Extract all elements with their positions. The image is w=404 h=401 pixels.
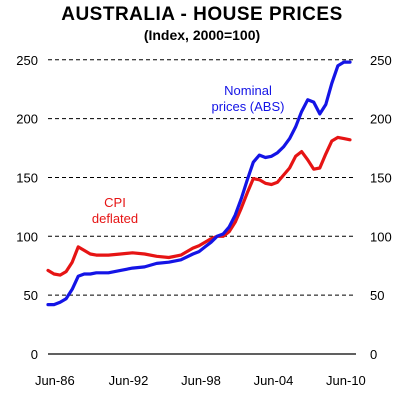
series-line-cpi-deflated bbox=[46, 135, 352, 277]
y-axis-left: 0 50 100 150 200 250 bbox=[16, 53, 38, 362]
grid-lines bbox=[48, 59, 356, 296]
y-tick-label: 150 bbox=[16, 170, 38, 185]
x-tick-label: Jun-04 bbox=[254, 373, 294, 388]
chart-subtitle: (Index, 2000=100) bbox=[143, 27, 261, 43]
y-tick-label: 0 bbox=[370, 347, 377, 362]
series-lines bbox=[46, 60, 352, 307]
y-tick-label: 200 bbox=[370, 112, 392, 127]
y-tick-label: 100 bbox=[16, 229, 38, 244]
chart-title: AUSTRALIA - HOUSE PRICES bbox=[61, 4, 343, 25]
y-axis-right: 0 50 100 150 200 250 bbox=[370, 53, 392, 362]
annotation-cpi-deflated: CPI bbox=[104, 195, 126, 210]
x-tick-label: Jun-98 bbox=[181, 373, 221, 388]
series-line-nominal bbox=[46, 60, 352, 307]
y-tick-label: 50 bbox=[24, 288, 38, 303]
annotation-cpi-deflated: deflated bbox=[92, 211, 138, 226]
annotation-nominal: prices (ABS) bbox=[212, 99, 285, 114]
y-tick-label: 0 bbox=[31, 347, 38, 362]
y-tick-label: 200 bbox=[16, 112, 38, 127]
y-tick-label: 50 bbox=[370, 288, 384, 303]
annotation-nominal: Nominal bbox=[224, 83, 272, 98]
x-tick-label: Jun-10 bbox=[326, 373, 366, 388]
y-tick-label: 250 bbox=[16, 53, 38, 68]
x-tick-label: Jun-92 bbox=[109, 373, 149, 388]
x-tick-label: Jun-86 bbox=[35, 373, 75, 388]
x-axis: Jun-86 Jun-92 Jun-98 Jun-04 Jun-10 bbox=[35, 373, 366, 388]
y-tick-label: 100 bbox=[370, 229, 392, 244]
y-tick-label: 250 bbox=[370, 53, 392, 68]
y-tick-label: 150 bbox=[370, 170, 392, 185]
